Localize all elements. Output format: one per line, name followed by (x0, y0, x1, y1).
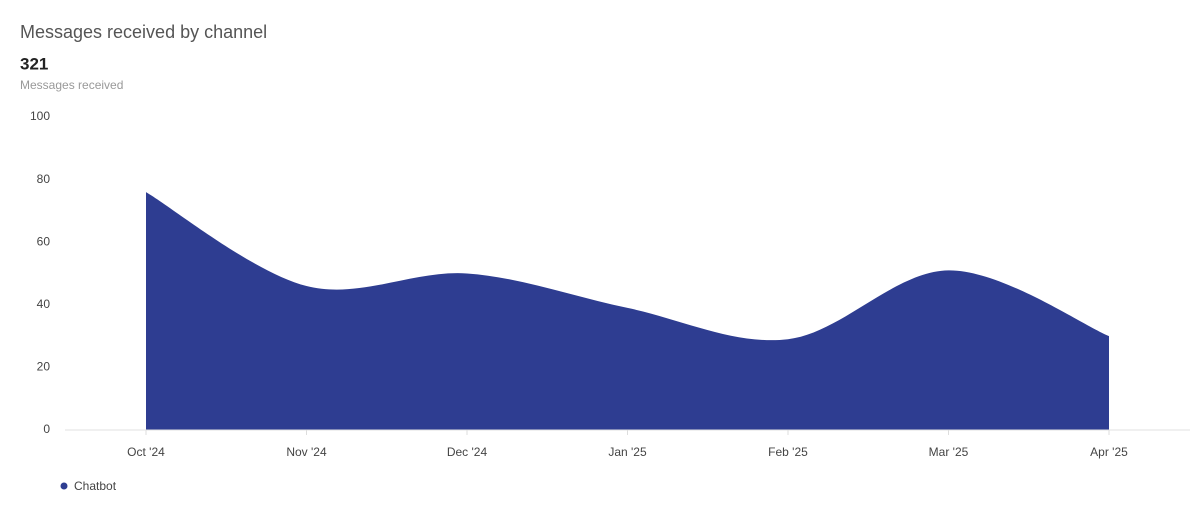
y-tick-label: 80 (37, 172, 51, 186)
total-label: Messages received (20, 78, 123, 92)
total-value: 321 (20, 54, 48, 73)
y-tick-label: 60 (37, 234, 51, 248)
x-tick-label: Nov '24 (286, 445, 327, 459)
area (146, 192, 1109, 430)
y-tick-label: 100 (30, 109, 50, 123)
legend-label: Chatbot (74, 479, 117, 493)
chart-title: Messages received by channel (20, 22, 267, 42)
y-tick-label: 0 (43, 422, 50, 436)
y-tick-label: 40 (37, 297, 51, 311)
legend-marker (60, 482, 68, 490)
x-tick-label: Jan '25 (608, 445, 647, 459)
x-tick-label: Mar '25 (929, 445, 969, 459)
x-tick-label: Dec '24 (447, 445, 488, 459)
x-tick-label: Feb '25 (768, 445, 808, 459)
x-tick-label: Oct '24 (127, 445, 165, 459)
y-tick-label: 20 (37, 360, 51, 374)
x-tick-label: Apr '25 (1090, 445, 1128, 459)
